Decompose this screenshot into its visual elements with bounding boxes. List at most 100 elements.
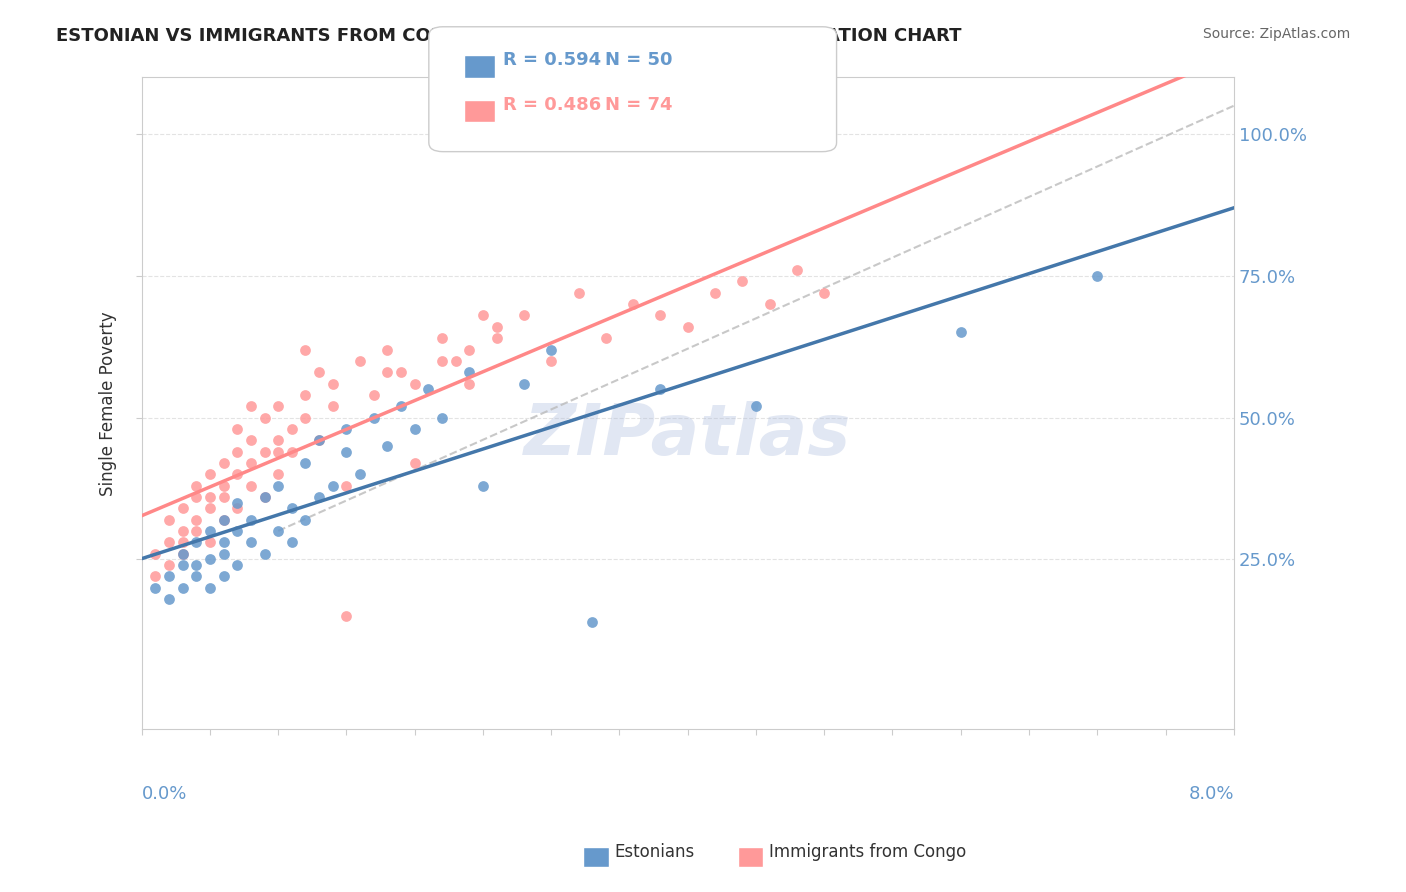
- Point: [198, 490, 221, 504]
- Point: [404, 422, 426, 436]
- Text: 0.0%: 0.0%: [142, 785, 187, 803]
- Point: [253, 547, 276, 561]
- Point: [458, 343, 481, 357]
- Point: [239, 512, 262, 526]
- Point: [786, 263, 808, 277]
- Point: [198, 524, 221, 538]
- Point: [418, 382, 440, 396]
- Point: [212, 512, 235, 526]
- Point: [322, 399, 344, 413]
- Point: [253, 444, 276, 458]
- Text: 8.0%: 8.0%: [1188, 785, 1234, 803]
- Point: [172, 558, 194, 572]
- Point: [198, 467, 221, 482]
- Point: [281, 422, 304, 436]
- Text: N = 50: N = 50: [605, 51, 672, 69]
- Point: [253, 410, 276, 425]
- Point: [186, 569, 208, 583]
- Point: [239, 535, 262, 549]
- Point: [595, 331, 617, 345]
- Point: [404, 456, 426, 470]
- Point: [239, 478, 262, 492]
- Point: [212, 535, 235, 549]
- Point: [294, 512, 316, 526]
- Point: [186, 558, 208, 572]
- Point: [567, 285, 589, 300]
- Point: [430, 410, 453, 425]
- Point: [389, 365, 412, 379]
- Point: [212, 478, 235, 492]
- Point: [172, 535, 194, 549]
- Point: [335, 444, 357, 458]
- Point: [172, 524, 194, 538]
- Point: [186, 490, 208, 504]
- Point: [294, 410, 316, 425]
- Point: [335, 608, 357, 623]
- Point: [363, 410, 385, 425]
- Point: [253, 490, 276, 504]
- Point: [377, 343, 399, 357]
- Point: [458, 376, 481, 391]
- Point: [226, 501, 249, 516]
- Point: [308, 433, 330, 447]
- Point: [267, 433, 290, 447]
- Point: [226, 558, 249, 572]
- Point: [363, 388, 385, 402]
- Point: [430, 354, 453, 368]
- Text: Estonians: Estonians: [614, 843, 695, 861]
- Point: [281, 535, 304, 549]
- Point: [281, 501, 304, 516]
- Point: [212, 490, 235, 504]
- Point: [226, 495, 249, 509]
- Point: [581, 615, 603, 629]
- Point: [676, 319, 699, 334]
- Point: [267, 524, 290, 538]
- Point: [212, 569, 235, 583]
- Point: [377, 439, 399, 453]
- Point: [650, 382, 672, 396]
- Point: [212, 512, 235, 526]
- Point: [212, 547, 235, 561]
- Point: [349, 467, 371, 482]
- Point: [226, 444, 249, 458]
- Point: [458, 365, 481, 379]
- Point: [813, 285, 835, 300]
- Point: [253, 490, 276, 504]
- Point: [745, 399, 768, 413]
- Point: [143, 547, 166, 561]
- Point: [157, 558, 180, 572]
- Point: [157, 535, 180, 549]
- Text: R = 0.594: R = 0.594: [503, 51, 602, 69]
- Point: [471, 478, 494, 492]
- Point: [294, 456, 316, 470]
- Point: [513, 309, 536, 323]
- Point: [157, 569, 180, 583]
- Point: [444, 354, 467, 368]
- Point: [471, 309, 494, 323]
- Point: [430, 331, 453, 345]
- Point: [308, 490, 330, 504]
- Point: [540, 343, 562, 357]
- Point: [513, 376, 536, 391]
- Point: [267, 467, 290, 482]
- Point: [377, 365, 399, 379]
- Point: [621, 297, 644, 311]
- Point: [198, 552, 221, 566]
- Point: [704, 285, 727, 300]
- Point: [485, 319, 508, 334]
- Point: [281, 444, 304, 458]
- Point: [186, 478, 208, 492]
- Point: [226, 422, 249, 436]
- Point: [322, 376, 344, 391]
- Point: [172, 547, 194, 561]
- Text: N = 74: N = 74: [605, 95, 672, 113]
- Point: [335, 478, 357, 492]
- Point: [198, 501, 221, 516]
- Point: [949, 326, 972, 340]
- Text: Immigrants from Congo: Immigrants from Congo: [769, 843, 966, 861]
- Point: [239, 433, 262, 447]
- Point: [404, 376, 426, 391]
- Text: Source: ZipAtlas.com: Source: ZipAtlas.com: [1202, 27, 1350, 41]
- Point: [349, 354, 371, 368]
- Point: [335, 422, 357, 436]
